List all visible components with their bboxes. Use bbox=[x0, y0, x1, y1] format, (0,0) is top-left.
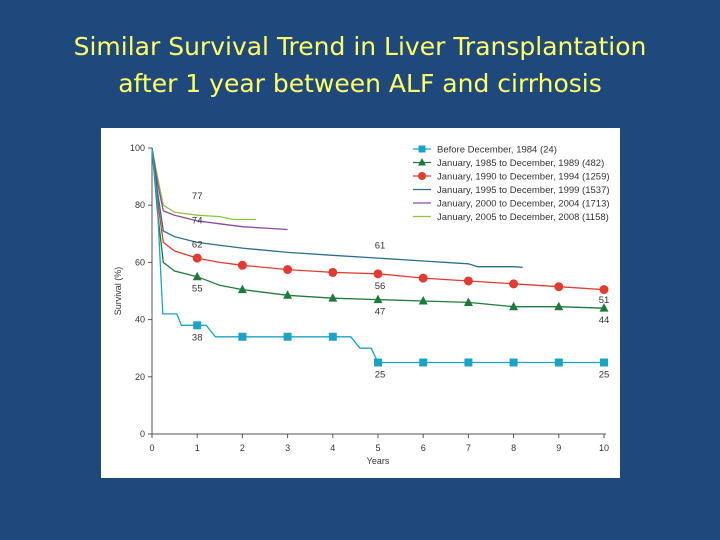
x-tick-label: 8 bbox=[511, 443, 516, 453]
series-point bbox=[418, 273, 428, 283]
chart-panel: 0 1 2 3 4 5 6 7 8 9 10 0 20 40 60 80 100 Years Survival (%… bbox=[101, 128, 620, 478]
series-point bbox=[600, 358, 608, 367]
series-line bbox=[151, 147, 523, 268]
series-point bbox=[374, 358, 382, 367]
series-point bbox=[463, 276, 473, 286]
series-point bbox=[238, 332, 247, 341]
series-point bbox=[554, 282, 564, 292]
slide-title-line-1: Similar Survival Trend in Liver Transpla… bbox=[73, 32, 647, 61]
series-point bbox=[328, 267, 338, 277]
series-line bbox=[151, 147, 288, 231]
y-tick-label: 100 bbox=[130, 143, 145, 153]
x-tick-label: 0 bbox=[149, 443, 154, 453]
series-point bbox=[419, 358, 428, 367]
data-label: 47 bbox=[375, 307, 386, 318]
x-tick-label: 3 bbox=[285, 443, 290, 453]
series-point bbox=[328, 332, 337, 341]
legend-marker bbox=[418, 145, 426, 153]
x-tick-label: 5 bbox=[375, 443, 380, 453]
series-point bbox=[418, 296, 428, 305]
data-label: 51 bbox=[599, 295, 610, 306]
data-label: 61 bbox=[375, 241, 386, 252]
series-point bbox=[193, 321, 202, 330]
data-label: 55 bbox=[192, 284, 203, 295]
data-label: 56 bbox=[375, 281, 386, 292]
x-tick-label: 9 bbox=[556, 443, 561, 453]
series-point bbox=[192, 271, 202, 281]
x-tick-label: 7 bbox=[466, 443, 471, 453]
series-point bbox=[328, 293, 338, 302]
legend-marker bbox=[418, 158, 426, 166]
series-point bbox=[283, 332, 292, 341]
legend-label: January, 2005 to December, 2008 (1158) bbox=[437, 212, 609, 223]
slide-title: Similar Survival Trend in Liver Transpla… bbox=[0, 28, 720, 102]
legend-label: January, 1990 to December, 1994 (1259) bbox=[437, 172, 610, 183]
series-point bbox=[373, 269, 383, 279]
y-tick-label: 40 bbox=[135, 315, 145, 325]
data-label: 77 bbox=[192, 191, 203, 202]
series-line bbox=[151, 147, 256, 221]
data-label: 44 bbox=[599, 315, 610, 326]
legend-label: January, 2000 to December, 2004 (1713) bbox=[437, 199, 610, 210]
legend-marker bbox=[418, 172, 426, 180]
x-tick-label: 6 bbox=[421, 443, 426, 453]
series-point bbox=[463, 297, 473, 306]
series-point bbox=[283, 265, 293, 275]
series-point bbox=[237, 260, 247, 270]
series-point bbox=[554, 358, 563, 367]
data-label: 38 bbox=[192, 332, 203, 343]
series-point bbox=[599, 285, 609, 295]
legend-label: January, 1995 to December, 1999 (1537) bbox=[437, 185, 610, 196]
data-label: 74 bbox=[192, 215, 203, 226]
x-tick-label: 1 bbox=[195, 443, 200, 453]
legend-label: January, 1985 to December, 1989 (482) bbox=[437, 158, 604, 169]
y-tick-label: 60 bbox=[135, 257, 145, 267]
x-axis-label: Years bbox=[367, 456, 390, 466]
series-point bbox=[509, 301, 519, 311]
data-label: 25 bbox=[599, 370, 610, 381]
x-tick-label: 2 bbox=[240, 443, 245, 453]
y-tick-label: 20 bbox=[135, 372, 145, 382]
series-point bbox=[373, 294, 383, 304]
series-point bbox=[509, 358, 518, 367]
series-point bbox=[509, 279, 519, 289]
data-label: 25 bbox=[375, 370, 386, 381]
y-tick-label: 0 bbox=[140, 429, 145, 439]
y-axis-label: Survival (%) bbox=[113, 267, 123, 316]
x-tick-label: 10 bbox=[599, 443, 609, 453]
series-point bbox=[237, 284, 247, 294]
x-tick-label: 4 bbox=[330, 443, 335, 453]
series-point bbox=[283, 290, 293, 299]
legend-label: Before December, 1984 (24) bbox=[437, 145, 557, 156]
slide-title-line-2: after 1 year between ALF and cirrhosis bbox=[118, 69, 602, 98]
series-line bbox=[151, 147, 604, 364]
series-point bbox=[192, 253, 202, 263]
series-point bbox=[599, 303, 609, 312]
data-label: 62 bbox=[192, 240, 203, 251]
y-tick-label: 80 bbox=[135, 200, 145, 210]
series-point bbox=[464, 358, 473, 367]
series-point bbox=[554, 301, 564, 311]
